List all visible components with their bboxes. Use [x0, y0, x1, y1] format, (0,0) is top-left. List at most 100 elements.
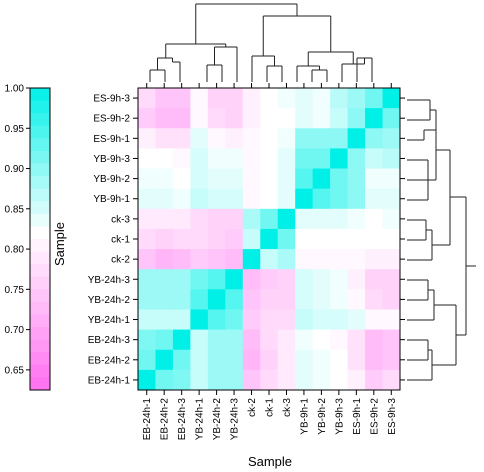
heatmap-cell — [382, 148, 401, 169]
heatmap-cell — [242, 289, 261, 310]
color-key-band — [30, 150, 50, 164]
color-key-band — [30, 289, 50, 303]
heatmap-cell — [330, 168, 348, 190]
heatmap-cell — [312, 369, 331, 391]
color-key-tick-label: 0.85 — [5, 204, 25, 215]
heatmap-cell — [138, 269, 156, 290]
heatmap-cell — [172, 249, 191, 270]
heatmap-cell — [207, 329, 226, 351]
heatmap-cell — [172, 228, 191, 250]
heatmap-cell — [172, 208, 191, 230]
y-tick-label: EB-24h-3 — [88, 335, 131, 346]
heatmap-cell — [260, 369, 279, 391]
heatmap-cell — [330, 228, 348, 250]
color-key-band — [30, 314, 50, 328]
heatmap-cell — [365, 228, 383, 250]
color-key-band — [30, 213, 50, 227]
heatmap-cell — [225, 249, 244, 270]
heatmap-cell — [190, 369, 209, 391]
heatmap-cell — [382, 269, 401, 290]
x-axis-title: Sample — [248, 454, 292, 469]
color-key-band — [30, 201, 50, 215]
heatmap-cell — [277, 168, 296, 190]
heatmap-cell — [260, 349, 279, 371]
heatmap-cell — [330, 148, 348, 169]
heatmap-cell — [260, 309, 279, 330]
heatmap-cell — [277, 128, 296, 149]
heatmap-cell — [172, 188, 191, 210]
y-tick-label: YB-24h-3 — [88, 275, 131, 286]
heatmap-cell — [277, 269, 296, 290]
y-tick-label: YB-24h-2 — [88, 295, 131, 306]
heatmap-cell — [155, 228, 174, 250]
heatmap-cell — [382, 188, 401, 210]
heatmap-cell — [207, 369, 226, 391]
heatmap-cell — [365, 369, 383, 391]
x-tick-label: EB-24h-3 — [177, 398, 188, 441]
heatmap-cell — [382, 208, 401, 230]
y-tick-label: ES-9h-2 — [93, 114, 130, 125]
y-tick-label: ES-9h-1 — [93, 134, 130, 145]
heatmap-cell — [295, 249, 314, 270]
heatmap-cell — [312, 228, 331, 250]
heatmap-cell — [225, 309, 244, 330]
heatmap-cell — [138, 309, 156, 330]
x-tick-label: ES-9h-2 — [369, 398, 380, 435]
heatmap-cell — [347, 228, 366, 250]
heatmap-cell — [242, 369, 261, 391]
heatmap-cell — [138, 208, 156, 230]
heatmap-cell — [242, 208, 261, 230]
x-tick-label: EB-24h-1 — [142, 398, 153, 441]
color-key-band — [30, 239, 50, 252]
heatmap-cell — [347, 88, 366, 109]
heatmap-cell — [277, 289, 296, 310]
x-tick-label: YB-9h-3 — [334, 398, 345, 435]
heatmap-cell — [260, 108, 279, 129]
heatmap-cell — [207, 128, 226, 149]
heatmap-cell — [155, 208, 174, 230]
color-key-band — [30, 264, 50, 278]
heatmap-cell — [382, 108, 401, 129]
heatmap-cell — [330, 208, 348, 230]
x-tick-label: YB-24h-2 — [212, 398, 223, 441]
x-tick-label: YB-9h-2 — [317, 398, 328, 435]
color-key-tick-label: 0.80 — [5, 245, 25, 256]
heatmap-cell — [155, 188, 174, 210]
top-dendrogram — [149, 3, 373, 82]
heatmap-cell — [260, 88, 279, 109]
heatmap-cell — [155, 329, 174, 351]
heatmap-cell — [190, 128, 209, 149]
heatmap-cell — [312, 208, 331, 230]
heatmap-cell — [155, 369, 174, 391]
heatmap-cell — [155, 88, 174, 109]
heatmap-cell — [382, 329, 401, 351]
heatmap-cell — [242, 269, 261, 290]
heatmap-cell — [277, 188, 296, 210]
heatmap-cell — [260, 188, 279, 210]
heatmap-cell — [382, 369, 401, 391]
color-key-band — [30, 327, 50, 341]
heatmap-cell — [277, 148, 296, 169]
heatmap-cell — [347, 128, 366, 149]
heatmap-cell — [312, 289, 331, 310]
y-tick-label: ck-2 — [111, 255, 130, 266]
heatmap-cell — [382, 349, 401, 371]
heatmap-cell — [207, 228, 226, 250]
heatmap-cell — [225, 329, 244, 351]
heatmap-cell — [155, 108, 174, 129]
x-axis: EB-24h-1 EB-24h-2 EB-24h-3 YB-24h-1 YB-24h-2… — [142, 83, 398, 440]
heatmap-cell — [295, 369, 314, 391]
heatmap-cell — [225, 168, 244, 190]
heatmap-cell — [172, 148, 191, 169]
heatmap-cell — [242, 309, 261, 330]
color-key-band — [30, 88, 50, 101]
heatmap-cell — [172, 289, 191, 310]
color-key-band — [30, 251, 50, 265]
heatmap-cell — [260, 228, 279, 250]
heatmap-cell — [330, 289, 348, 310]
color-key-band — [30, 377, 50, 391]
color-key-band — [30, 113, 50, 127]
x-tick-label: YB-9h-1 — [299, 398, 310, 435]
heatmap-cell — [295, 228, 314, 250]
